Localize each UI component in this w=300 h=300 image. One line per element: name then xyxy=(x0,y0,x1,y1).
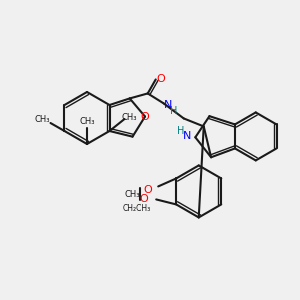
Text: N: N xyxy=(183,131,191,141)
Text: H: H xyxy=(170,106,177,116)
Text: O: O xyxy=(156,74,165,84)
Text: CH₂CH₃: CH₂CH₃ xyxy=(123,204,151,213)
Text: CH₃: CH₃ xyxy=(122,112,137,122)
Text: CH₃: CH₃ xyxy=(35,116,50,124)
Text: O: O xyxy=(140,194,148,204)
Text: CH₃: CH₃ xyxy=(79,118,95,127)
Text: N: N xyxy=(164,100,172,110)
Text: O: O xyxy=(141,112,149,122)
Text: H: H xyxy=(177,126,184,136)
Text: CH₃: CH₃ xyxy=(124,190,140,199)
Text: O: O xyxy=(144,185,153,195)
